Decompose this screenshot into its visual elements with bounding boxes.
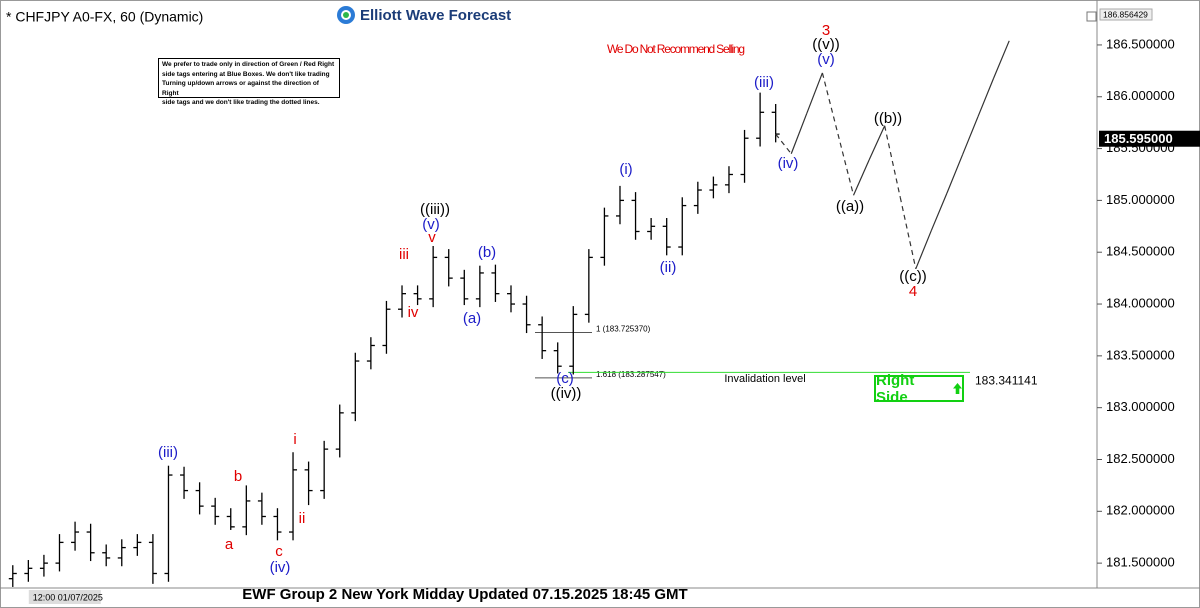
wave-label: c [275, 543, 283, 560]
level-label: 1.618 (183.287547) [596, 370, 666, 379]
y-tick-label: 181.500000 [1106, 555, 1175, 570]
top-price-label: 186.856429 [1103, 9, 1148, 19]
wave-label: (v) [817, 51, 835, 68]
wave-label: b [234, 468, 242, 485]
projection-segment [806, 72, 823, 114]
projection-segment [884, 125, 901, 198]
wave-label: (iv) [270, 559, 291, 576]
wave-label: ((iv)) [551, 385, 582, 402]
y-tick-label: 186.000000 [1106, 88, 1175, 103]
wave-label: iii [399, 246, 409, 263]
wave-label: 4 [909, 283, 917, 300]
arrow-icon [953, 383, 962, 394]
y-tick-label: 184.500000 [1106, 244, 1175, 259]
projection-segment [930, 192, 948, 231]
projection-segment [852, 159, 870, 196]
projection-segment [775, 133, 792, 155]
disclaimer-line: Turning up/down arrows or against the di… [162, 80, 319, 97]
wave-label: (iv) [778, 155, 799, 172]
projection-segment [946, 154, 964, 194]
projection-segment [899, 197, 917, 269]
projection-segment [837, 133, 855, 196]
projection-segment [868, 125, 886, 161]
current-price-label: 185.595000 [1104, 131, 1173, 146]
wave-label: (v) [422, 216, 440, 233]
y-tick-label: 184.000000 [1106, 295, 1175, 310]
y-tick-label: 182.500000 [1106, 451, 1175, 466]
warning: We Do Not Recommend Selling [607, 42, 745, 56]
level-label: 1 (183.725370) [596, 325, 651, 334]
disclaimer-line: side tags and we don't like trading the … [162, 99, 320, 106]
projection-segment [915, 230, 932, 270]
projection-segment [961, 116, 979, 156]
disclaimer-line: side tags entering at Blue Boxes. We don… [162, 70, 330, 78]
wave-label: (a) [463, 310, 481, 327]
wave-label: (c) [556, 370, 574, 387]
wave-label: v [428, 229, 436, 246]
y-tick-label: 185.000000 [1106, 192, 1175, 207]
logo-icon [343, 12, 349, 18]
right-side-tag: Right Side [874, 372, 964, 406]
wave-label: 3 [822, 22, 830, 39]
top-price-box [1099, 8, 1153, 21]
wave-label: ((a)) [836, 198, 864, 215]
wave-label: ii [299, 510, 306, 527]
y-tick-label: 183.500000 [1106, 347, 1175, 362]
invalidation-text: Invalidation level [724, 373, 805, 385]
level-label: 183.341141 [975, 373, 1038, 387]
disclaimer-line: We prefer to trade only in direction of … [162, 61, 335, 68]
wave-label: a [225, 536, 234, 553]
wave-label: i [293, 431, 296, 448]
y-tick-label: 183.000000 [1106, 399, 1175, 414]
projection-segment [993, 40, 1010, 79]
window-button[interactable] [1086, 11, 1097, 22]
y-tick-label: 182.000000 [1106, 503, 1175, 518]
y-tick-label: 186.500000 [1106, 36, 1175, 51]
wave-label: iv [408, 304, 419, 321]
x-tick-label: 12:00 01/07/2025 [33, 592, 103, 602]
footer: EWF Group 2 New York Midday Updated 07.1… [242, 586, 687, 603]
right-side-text: Right Side [876, 371, 915, 406]
wave-label: (ii) [660, 259, 677, 276]
wave-label: ((iii)) [420, 201, 450, 218]
projection-segment [790, 113, 808, 154]
wave-label: (iii) [158, 444, 178, 461]
projection-segment [977, 77, 995, 117]
x-label-box [28, 590, 101, 604]
projection-segment [821, 72, 839, 135]
disclaimer: We prefer to trade only in direction of … [158, 58, 340, 106]
chart-title: * CHFJPY A0-FX, 60 (Dynamic) [6, 9, 203, 25]
wave-label: (b) [478, 244, 496, 261]
current-price-box [1099, 130, 1200, 147]
wave-label: ((c)) [899, 268, 926, 285]
wave-label: ((v)) [812, 36, 839, 53]
brand: Elliott Wave Forecast [360, 7, 511, 24]
wave-label: (i) [619, 161, 632, 178]
wave-label: ((b)) [874, 110, 902, 127]
wave-label: (iii) [754, 74, 774, 91]
